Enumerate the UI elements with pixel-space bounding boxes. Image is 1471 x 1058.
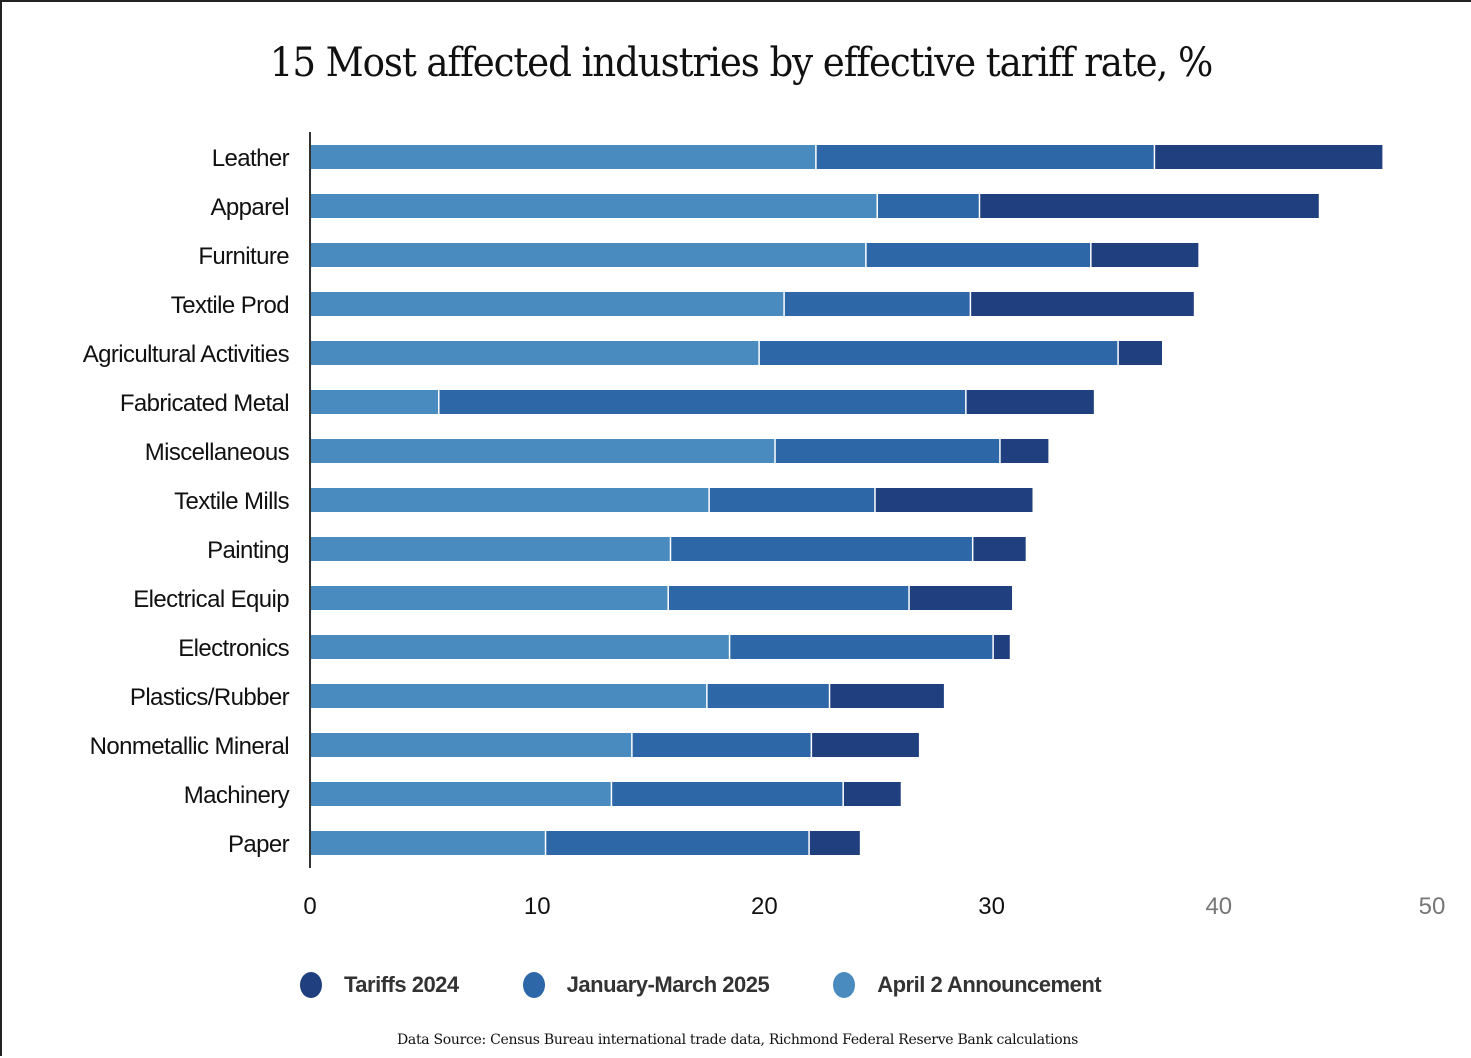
category-label: Textile Prod (171, 292, 289, 319)
bar-segment-april-2-announcement (310, 341, 759, 365)
bar-segment-january-march-2025 (866, 243, 1091, 267)
legend-item-tariffs-2024: Tariffs 2024 (300, 972, 459, 998)
legend-label: April 2 Announcement (877, 972, 1102, 997)
bar-segment-april-2-announcement (310, 537, 670, 561)
legend-label: Tariffs 2024 (344, 972, 459, 997)
x-axis-ticks: 0 10 20 30 40 50 (303, 893, 1445, 920)
bar-segment-january-march-2025 (878, 194, 979, 218)
category-label: Agricultural Activities (83, 341, 290, 368)
bar-segment-tariffs-2024 (909, 586, 1013, 610)
bar-segment-tariffs-2024 (830, 684, 944, 708)
legend-dot-icon (522, 972, 545, 998)
legend-dot-icon (300, 972, 322, 998)
x-tick-label: 0 (303, 893, 316, 920)
bar-segment-january-march-2025 (759, 341, 1118, 365)
category-label: Apparel (210, 194, 289, 221)
category-label: Electronics (178, 635, 289, 662)
bar-segment-january-march-2025 (612, 782, 843, 806)
bar-segment-january-march-2025 (707, 684, 829, 708)
bar-segment-tariffs-2024 (993, 635, 1010, 659)
bar-segment-april-2-announcement (310, 635, 729, 659)
category-label: Furniture (198, 243, 289, 270)
bar-segment-april-2-announcement (310, 586, 668, 610)
x-tick-label: 10 (524, 893, 551, 920)
category-label: Paper (228, 831, 290, 858)
category-label: Fabricated Metal (120, 390, 289, 417)
bar-segment-april-2-announcement (310, 390, 439, 414)
bar-segment-january-march-2025 (668, 586, 909, 610)
bar-segment-tariffs-2024 (1155, 145, 1383, 169)
category-label: Miscellaneous (145, 439, 290, 466)
bar-segment-tariffs-2024 (971, 292, 1194, 316)
bar-segment-april-2-announcement (310, 145, 816, 169)
bar-segment-tariffs-2024 (809, 831, 860, 855)
category-label: Leather (212, 145, 290, 172)
bar-segment-january-march-2025 (546, 831, 809, 855)
bar-segment-tariffs-2024 (1000, 439, 1049, 463)
bar-segment-april-2-announcement (310, 194, 877, 218)
legend-dot-icon (833, 972, 856, 998)
bar-segment-january-march-2025 (775, 439, 1000, 463)
bar-segment-april-2-announcement (310, 243, 866, 267)
legend-item-jan-mar-2025: January-March 2025 (522, 972, 770, 998)
bar-segment-tariffs-2024 (1118, 341, 1162, 365)
data-source-note: Data Source: Census Bureau international… (396, 1032, 1079, 1048)
category-label: Machinery (184, 782, 290, 809)
bar-segment-tariffs-2024 (980, 194, 1319, 218)
x-tick-label: 50 (1419, 893, 1446, 920)
bar-segment-january-march-2025 (709, 488, 875, 512)
legend: Tariffs 2024 January-March 2025 April 2 … (300, 972, 1165, 998)
bar-segment-april-2-announcement (310, 831, 545, 855)
chart-title: 15 Most affected industries by effective… (269, 40, 1214, 86)
bar-segment-january-march-2025 (632, 733, 811, 757)
bars-group (310, 145, 1383, 855)
category-label: Electrical Equip (133, 586, 289, 613)
bar-segment-january-march-2025 (671, 537, 972, 561)
bar-segment-tariffs-2024 (973, 537, 1026, 561)
bar-segment-january-march-2025 (784, 292, 970, 316)
bar-segment-april-2-announcement (310, 488, 709, 512)
bar-segment-april-2-announcement (310, 782, 611, 806)
bar-segment-tariffs-2024 (875, 488, 1033, 512)
legend-label: January-March 2025 (566, 972, 770, 997)
bar-segment-january-march-2025 (439, 390, 966, 414)
x-tick-label: 30 (978, 893, 1005, 920)
category-labels: Leather Apparel Furniture Textile Prod Agric… (83, 145, 290, 858)
legend-item-april-2-announcement: April 2 Announcement (833, 972, 1102, 998)
category-label: Textile Mills (174, 488, 289, 515)
bar-segment-january-march-2025 (816, 145, 1154, 169)
bar-segment-april-2-announcement (310, 684, 707, 708)
category-label: Painting (207, 537, 289, 564)
bar-segment-april-2-announcement (310, 292, 784, 316)
bar-segment-april-2-announcement (310, 733, 632, 757)
category-label: Plastics/Rubber (130, 684, 290, 711)
x-tick-label: 40 (1205, 893, 1232, 920)
bar-segment-tariffs-2024 (1091, 243, 1199, 267)
bar-segment-tariffs-2024 (966, 390, 1094, 414)
x-tick-label: 20 (751, 893, 778, 920)
bar-segment-tariffs-2024 (843, 782, 901, 806)
bar-segment-january-march-2025 (730, 635, 993, 659)
category-label: Nonmetallic Mineral (90, 733, 289, 760)
bar-segment-april-2-announcement (310, 439, 775, 463)
bar-segment-tariffs-2024 (812, 733, 919, 757)
